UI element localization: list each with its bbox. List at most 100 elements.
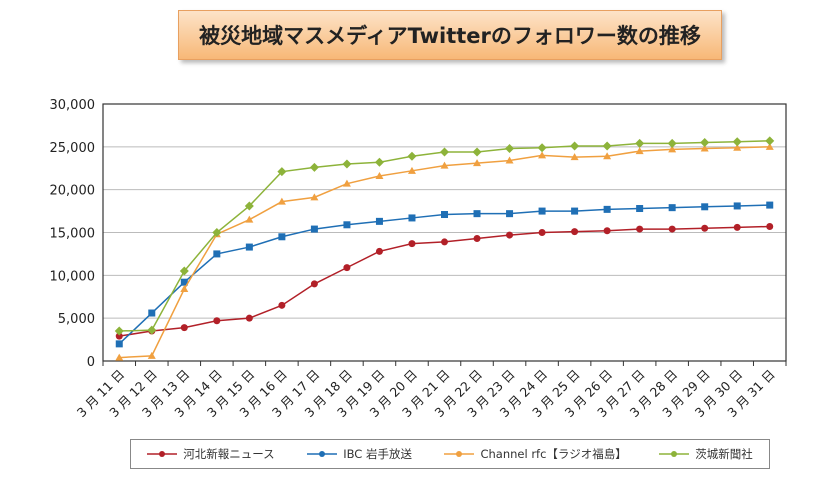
legend-label: Channel rfc【ラジオ福島】 bbox=[480, 447, 627, 461]
data-point bbox=[245, 314, 253, 322]
data-point bbox=[537, 143, 547, 153]
data-point bbox=[407, 166, 416, 174]
data-point bbox=[343, 264, 351, 272]
data-point bbox=[342, 179, 351, 187]
data-point bbox=[635, 138, 645, 148]
legend-item: 河北新報ニュース bbox=[147, 446, 275, 462]
data-point bbox=[505, 144, 515, 154]
data-point bbox=[277, 167, 287, 177]
y-tick-label: 10,000 bbox=[50, 269, 96, 284]
data-point bbox=[115, 353, 124, 361]
data-point bbox=[343, 221, 351, 229]
data-point bbox=[441, 238, 448, 246]
data-point bbox=[668, 145, 677, 153]
data-point bbox=[506, 231, 514, 239]
data-point bbox=[636, 205, 644, 213]
chart-title: 被災地域マスメディアTwitterのフォロワー数の推移 bbox=[178, 10, 722, 60]
legend-label: 河北新報ニュース bbox=[183, 447, 275, 461]
data-point bbox=[277, 197, 286, 205]
data-point bbox=[602, 141, 612, 151]
data-point bbox=[244, 201, 254, 211]
data-point bbox=[148, 309, 156, 317]
data-point bbox=[733, 202, 741, 210]
data-point bbox=[473, 159, 482, 167]
data-point bbox=[701, 224, 709, 232]
data-point bbox=[603, 227, 611, 235]
legend-label: 茨城新聞社 bbox=[695, 447, 753, 461]
data-point bbox=[668, 204, 676, 212]
y-tick-label: 0 bbox=[87, 355, 95, 370]
data-point bbox=[407, 151, 417, 161]
data-point bbox=[375, 171, 384, 179]
legend-item: IBC 岩手放送 bbox=[307, 446, 412, 462]
data-point bbox=[147, 325, 157, 335]
data-point bbox=[245, 243, 253, 251]
data-point bbox=[473, 210, 481, 218]
data-point bbox=[603, 152, 612, 160]
data-point bbox=[310, 280, 318, 288]
data-point bbox=[180, 285, 189, 293]
data-point bbox=[180, 324, 188, 332]
data-point bbox=[765, 136, 775, 146]
data-point bbox=[115, 332, 123, 340]
y-tick-label: 25,000 bbox=[50, 141, 96, 156]
data-point bbox=[440, 147, 449, 157]
legend-swatch bbox=[444, 451, 475, 457]
y-tick-label: 15,000 bbox=[50, 227, 96, 242]
legend-swatch bbox=[659, 451, 690, 457]
data-point bbox=[733, 223, 741, 231]
legend-item: 茨城新聞社 bbox=[659, 446, 753, 462]
data-point bbox=[115, 340, 123, 348]
data-point bbox=[408, 240, 416, 248]
data-point bbox=[375, 247, 383, 255]
legend: 河北新報ニュース IBC 岩手放送 Channel rfc【ラジオ福島】 茨城新聞社 bbox=[130, 439, 770, 469]
data-point bbox=[505, 156, 514, 164]
data-point bbox=[668, 225, 676, 233]
legend-item: Channel rfc【ラジオ福島】 bbox=[444, 446, 627, 462]
data-point bbox=[278, 233, 286, 241]
data-point bbox=[700, 138, 710, 148]
data-point bbox=[766, 201, 774, 209]
legend-swatch bbox=[307, 451, 338, 457]
data-point bbox=[147, 351, 156, 359]
data-point bbox=[571, 207, 579, 215]
data-point bbox=[766, 223, 774, 231]
data-point bbox=[374, 157, 384, 167]
data-point bbox=[310, 193, 319, 201]
data-point bbox=[635, 147, 644, 155]
y-tick-label: 5,000 bbox=[58, 312, 95, 327]
data-point bbox=[701, 203, 709, 211]
data-point bbox=[506, 210, 514, 218]
data-point bbox=[342, 159, 352, 169]
data-point bbox=[732, 137, 742, 147]
data-point bbox=[472, 147, 482, 157]
data-point bbox=[212, 228, 222, 237]
plot-area bbox=[102, 103, 787, 362]
data-point bbox=[667, 138, 677, 148]
data-point bbox=[538, 229, 546, 236]
y-tick-label: 20,000 bbox=[50, 184, 96, 199]
data-point bbox=[700, 144, 709, 152]
data-point bbox=[114, 326, 124, 336]
legend-swatch bbox=[147, 451, 178, 457]
data-point bbox=[408, 214, 416, 222]
data-point bbox=[765, 142, 774, 150]
data-point bbox=[440, 161, 449, 169]
data-point bbox=[473, 234, 481, 242]
data-point bbox=[570, 153, 579, 161]
data-point bbox=[213, 317, 221, 325]
data-point bbox=[375, 217, 383, 225]
data-point bbox=[441, 211, 448, 219]
data-point bbox=[180, 278, 188, 286]
data-point bbox=[733, 143, 742, 151]
data-point bbox=[245, 215, 254, 223]
data-point bbox=[538, 207, 546, 215]
data-point bbox=[571, 228, 579, 236]
data-point bbox=[636, 225, 644, 233]
data-point bbox=[213, 250, 221, 258]
y-tick-label: 30,000 bbox=[50, 98, 96, 113]
data-point bbox=[309, 162, 319, 172]
data-point bbox=[603, 205, 611, 213]
data-point bbox=[179, 266, 189, 276]
